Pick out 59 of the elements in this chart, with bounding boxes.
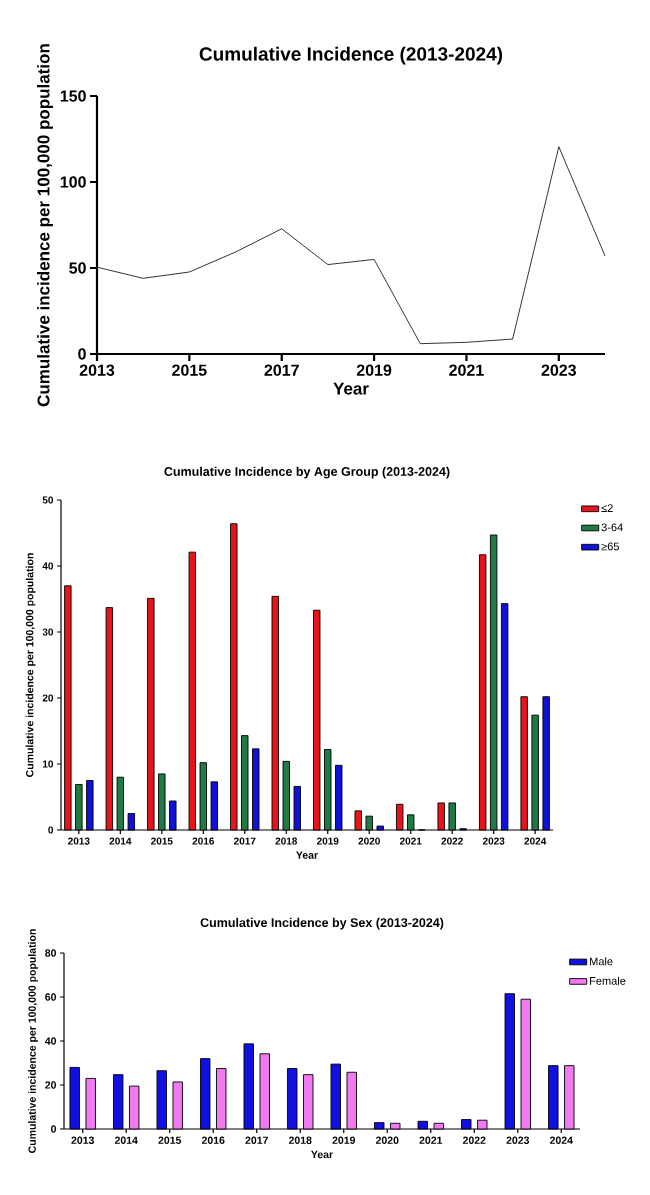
x-tick-label: 2013 — [68, 837, 90, 845]
x-tick-label: 2013 — [71, 1136, 94, 1144]
y-tick-label: 100 — [60, 176, 86, 188]
chart-title: Cumulative Incidence (2013-2024) — [199, 46, 503, 65]
chart-title: Cumulative Incidence by Age Group (2013-2024) — [164, 466, 450, 479]
x-tick-label: 2022 — [462, 1136, 486, 1144]
x-tick-label: 2020 — [375, 1136, 399, 1144]
x-tick-label: 2021 — [399, 837, 422, 845]
x-tick-label: 2015 — [158, 1136, 182, 1144]
y-tick-label: 0 — [51, 1125, 57, 1133]
x-tick-label: 2023 — [506, 1136, 530, 1144]
x-tick-label: 2016 — [201, 1136, 225, 1144]
y-tick-label: 50 — [69, 262, 86, 274]
y-tick-label: 20 — [42, 694, 54, 702]
x-tick-label: 2021 — [419, 1136, 443, 1144]
x-tick-label: 2019 — [316, 837, 339, 845]
y-tick-label: 20 — [45, 1081, 57, 1089]
y-axis-title: Cumulative incidence per 100,000 population — [37, 44, 53, 407]
x-tick-label: 2018 — [288, 1136, 312, 1144]
y-tick-label: 40 — [44, 1037, 57, 1045]
y-tick-label: 0 — [78, 348, 86, 360]
x-tick-label: 2019 — [332, 1136, 356, 1144]
x-axis-title: Year — [333, 382, 369, 395]
legend-label: ≤2 — [601, 504, 613, 512]
y-tick-label: 30 — [42, 628, 54, 636]
x-axis-title: Year — [296, 851, 318, 859]
y-tick-label: 10 — [42, 760, 54, 768]
y-tick-label: 0 — [48, 826, 54, 834]
y-axis-title: Cumulative incidence per 100,000 population — [28, 929, 38, 1153]
x-tick-label: 2014 — [109, 837, 132, 845]
x-tick-label: 2023 — [482, 837, 505, 845]
x-tick-label: 2016 — [192, 837, 215, 845]
x-tick-label: 2017 — [264, 364, 299, 376]
x-tick-label: 2017 — [245, 1136, 268, 1144]
y-tick-label: 80 — [45, 949, 57, 957]
legend-label: ≥65 — [601, 542, 619, 551]
legend-label: Female — [590, 976, 626, 985]
x-tick-label: 2023 — [541, 364, 577, 376]
y-axis-title: Cumulative incidence per 100,000 population — [25, 553, 36, 777]
x-tick-label: 2017 — [233, 837, 256, 845]
y-tick-label: 150 — [60, 90, 86, 102]
y-tick-label: 40 — [42, 562, 54, 570]
x-tick-label: 2020 — [358, 837, 380, 845]
legend-label: 3-64 — [601, 523, 623, 532]
x-tick-label: 2018 — [275, 837, 298, 845]
x-tick-label: 2022 — [441, 837, 463, 845]
x-tick-label: 2019 — [356, 364, 392, 376]
x-tick-label: 2021 — [449, 364, 484, 376]
x-tick-label: 2014 — [114, 1136, 138, 1144]
x-tick-label: 2013 — [79, 364, 115, 376]
y-tick-label: 50 — [42, 496, 54, 504]
x-tick-label: 2015 — [172, 364, 207, 376]
x-tick-label: 2015 — [151, 837, 173, 845]
y-tick-label: 60 — [45, 993, 57, 1001]
x-tick-label: 2024 — [524, 837, 547, 845]
x-tick-label: 2024 — [549, 1136, 573, 1144]
x-axis-title: Year — [311, 1150, 333, 1159]
chart-title: Cumulative Incidence by Sex (2013-2024) — [200, 917, 444, 930]
legend-label: Male — [590, 957, 613, 966]
